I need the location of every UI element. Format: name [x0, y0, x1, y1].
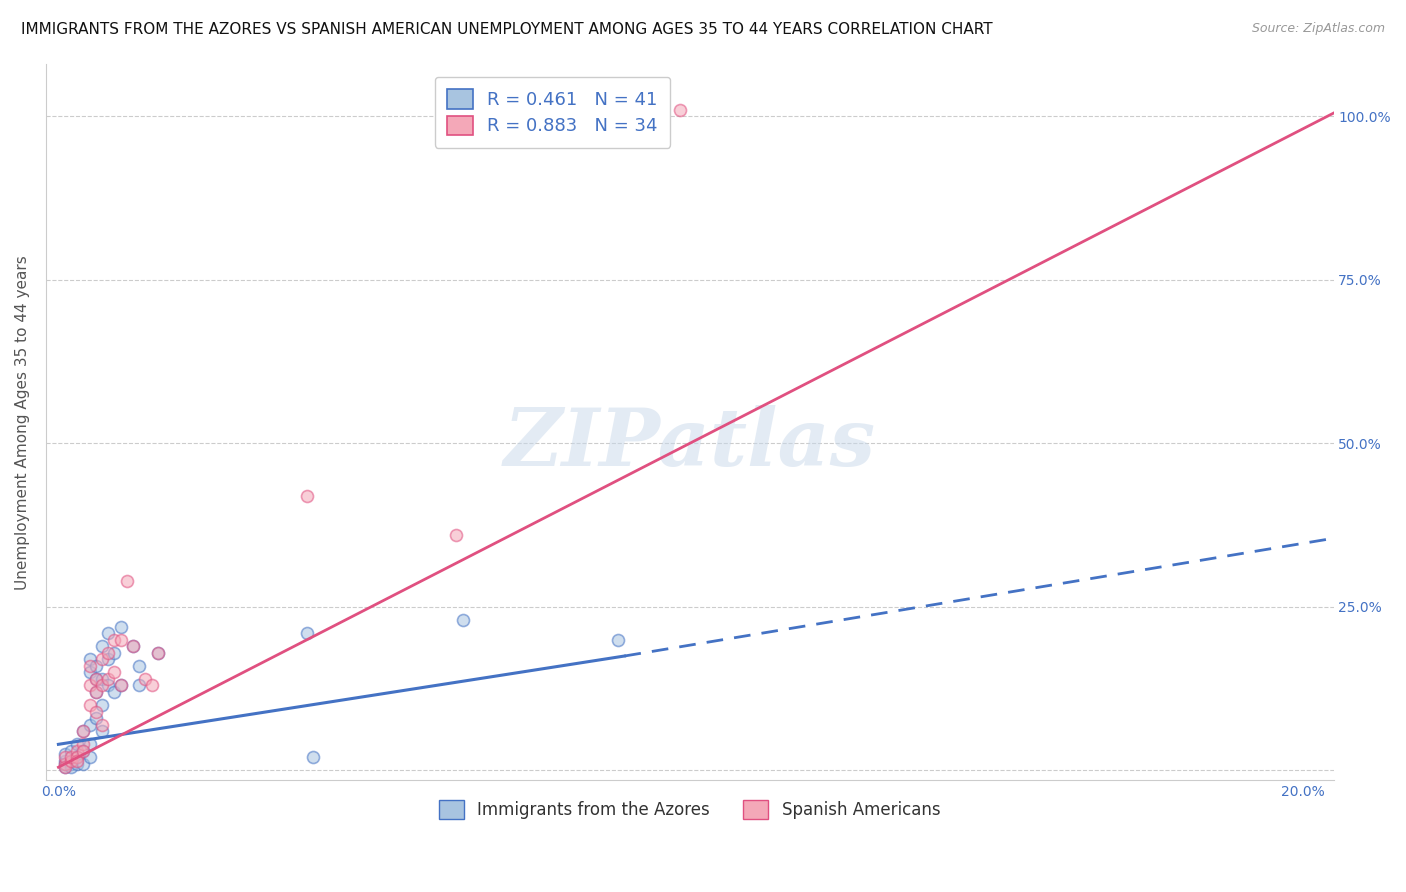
Point [79, 658, 101, 673]
Point [79, 678, 101, 692]
Point [53, 756, 76, 771]
Point [59, 744, 82, 758]
Point [110, 678, 132, 692]
Point [72, 744, 94, 758]
Point [84, 658, 107, 673]
Point [97, 626, 120, 640]
Point [146, 646, 169, 660]
Point [141, 678, 163, 692]
Point [91, 724, 114, 739]
Point [66, 750, 89, 764]
Point [53, 756, 76, 771]
Point [134, 672, 156, 686]
Point [84, 711, 107, 725]
Point [146, 646, 169, 660]
Point [669, 103, 692, 117]
Text: IMMIGRANTS FROM THE AZORES VS SPANISH AMERICAN UNEMPLOYMENT AMONG AGES 35 TO 44 : IMMIGRANTS FROM THE AZORES VS SPANISH AM… [21, 22, 993, 37]
Point [59, 750, 82, 764]
Point [66, 756, 89, 771]
Point [607, 632, 630, 647]
Point [79, 717, 101, 731]
Point [451, 613, 474, 627]
Point [91, 678, 114, 692]
Point [84, 685, 107, 699]
Point [84, 672, 107, 686]
Point [91, 652, 114, 666]
Text: ZIPatlas: ZIPatlas [503, 405, 876, 483]
Point [72, 724, 94, 739]
Text: Source: ZipAtlas.com: Source: ZipAtlas.com [1251, 22, 1385, 36]
Point [115, 574, 138, 588]
Point [53, 760, 76, 774]
Point [84, 672, 107, 686]
Point [91, 672, 114, 686]
Point [302, 750, 325, 764]
Point [53, 750, 76, 764]
Point [97, 646, 120, 660]
Point [59, 760, 82, 774]
Legend: Immigrants from the Azores, Spanish Americans: Immigrants from the Azores, Spanish Amer… [433, 794, 948, 826]
Point [103, 665, 125, 680]
Point [122, 639, 145, 653]
Point [79, 652, 101, 666]
Point [72, 737, 94, 751]
Y-axis label: Unemployment Among Ages 35 to 44 years: Unemployment Among Ages 35 to 44 years [15, 255, 30, 590]
Point [97, 672, 120, 686]
Point [59, 756, 82, 771]
Point [66, 737, 89, 751]
Point [84, 685, 107, 699]
Point [79, 698, 101, 712]
Point [66, 754, 89, 768]
Point [128, 658, 150, 673]
Point [84, 705, 107, 719]
Point [97, 652, 120, 666]
Point [59, 754, 82, 768]
Point [110, 619, 132, 633]
Point [72, 744, 94, 758]
Point [66, 750, 89, 764]
Point [103, 685, 125, 699]
Point [53, 754, 76, 768]
Point [79, 665, 101, 680]
Point [103, 646, 125, 660]
Point [72, 724, 94, 739]
Point [79, 750, 101, 764]
Point [91, 639, 114, 653]
Point [110, 632, 132, 647]
Point [72, 756, 94, 771]
Point [122, 639, 145, 653]
Point [53, 760, 76, 774]
Point [446, 528, 468, 542]
Point [91, 698, 114, 712]
Point [103, 632, 125, 647]
Point [297, 489, 319, 503]
Point [91, 717, 114, 731]
Point [97, 678, 120, 692]
Point [297, 626, 319, 640]
Point [128, 678, 150, 692]
Point [79, 737, 101, 751]
Point [66, 744, 89, 758]
Point [53, 747, 76, 761]
Point [110, 678, 132, 692]
